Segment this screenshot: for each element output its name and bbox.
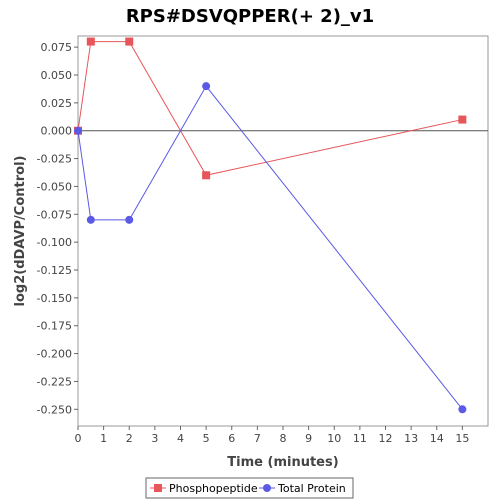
y-axis-ticks: 0.075 0.050 0.025 0.000 -0.025 -0.050 -0.075 -0…: [37, 41, 78, 416]
legend-marker-square: [154, 484, 162, 492]
data-point: [202, 171, 211, 180]
legend-label: Total Protein: [277, 482, 346, 495]
y-tick-label: 0.000: [41, 125, 73, 138]
series-layer: [74, 37, 467, 414]
data-point: [86, 215, 95, 224]
y-tick-label: -0.200: [37, 348, 72, 361]
x-tick-label: 7: [254, 432, 261, 445]
y-tick-label: -0.150: [37, 292, 72, 305]
data-point: [74, 126, 82, 135]
y-tick-label: 0.050: [41, 69, 73, 82]
data-point: [458, 405, 467, 414]
y-tick-label: -0.125: [37, 264, 72, 277]
y-tick-label: -0.050: [37, 180, 72, 193]
y-tick-label: -0.025: [37, 153, 72, 166]
x-tick-label: 8: [280, 432, 287, 445]
data-point: [125, 215, 134, 224]
y-tick-label: -0.100: [37, 236, 72, 249]
y-tick-label: 0.075: [41, 41, 73, 54]
y-axis-label: log2(dDAVP/Control): [13, 156, 28, 307]
y-tick-label: 0.025: [41, 97, 73, 110]
legend-marker-circle: [263, 484, 271, 492]
x-tick-label: 1: [100, 432, 107, 445]
x-tick-label: 9: [305, 432, 312, 445]
data-point: [125, 37, 134, 46]
data-point: [86, 37, 95, 46]
plot-area: [77, 35, 489, 427]
x-tick-label: 6: [228, 432, 235, 445]
legend-label: Phosphopeptide: [169, 482, 258, 495]
x-tick-label: 4: [177, 432, 184, 445]
data-point: [202, 82, 211, 91]
x-tick-label: 10: [327, 432, 341, 445]
legend-box: [145, 477, 354, 499]
x-axis-ticks: 0 1 2 3 4 5 6 7 8 9 10 11 12 13 14 15: [75, 426, 469, 445]
x-tick-label: 11: [353, 432, 367, 445]
y-tick-label: -0.225: [37, 375, 72, 388]
chart-title: RPS#DSVQPPER(+ 2)_v1: [126, 6, 374, 27]
x-tick-label: 13: [404, 432, 418, 445]
y-tick-label: -0.075: [37, 208, 72, 221]
y-tick-label: -0.250: [37, 403, 72, 416]
x-tick-label: 0: [75, 432, 82, 445]
x-tick-label: 5: [203, 432, 210, 445]
data-point: [458, 115, 467, 124]
x-axis-label: Time (minutes): [227, 455, 338, 470]
x-tick-label: 2: [126, 432, 133, 445]
x-tick-label: 15: [455, 432, 469, 445]
legend: Phosphopeptide Total Protein: [150, 482, 346, 495]
y-tick-label: -0.175: [37, 320, 72, 333]
x-tick-label: 14: [430, 432, 444, 445]
x-tick-label: 3: [151, 432, 158, 445]
x-tick-label: 12: [379, 432, 393, 445]
